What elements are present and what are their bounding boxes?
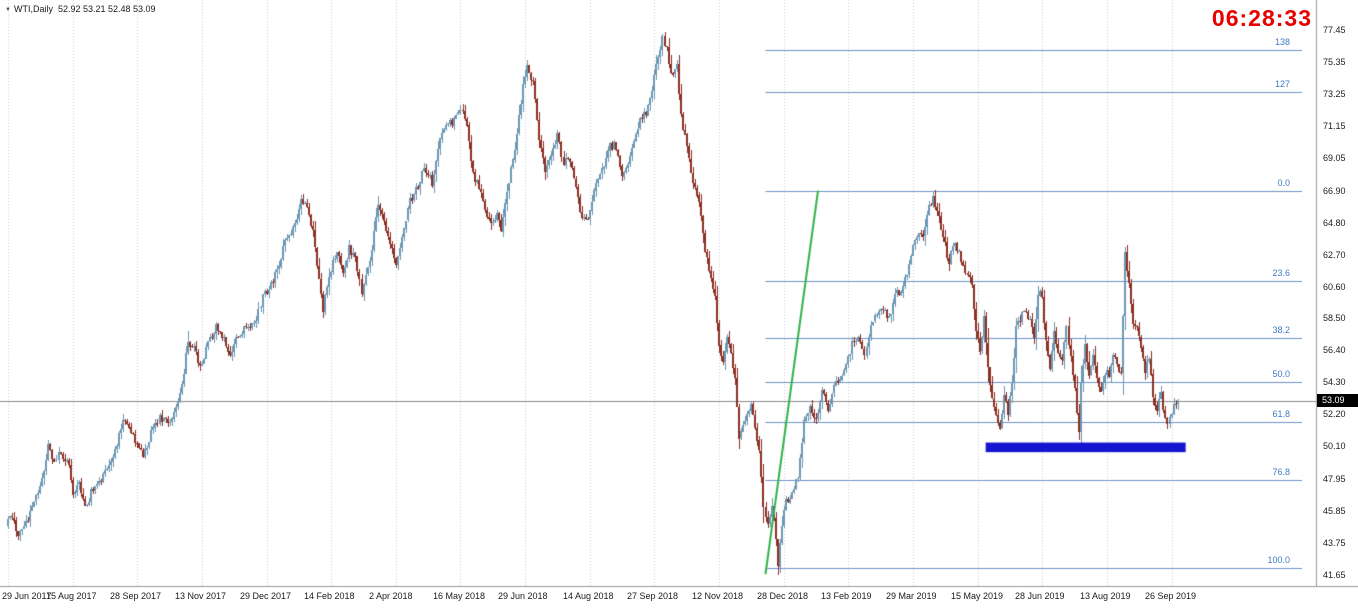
time-axis-label: 15 Aug 2017	[46, 591, 97, 601]
current-price-badge: 53.09	[1317, 393, 1358, 407]
time-axis-label: 29 Jun 2018	[498, 591, 548, 601]
ohlc-readout: 52.92 53.21 52.48 53.09	[57, 4, 156, 14]
symbol-dropdown-icon[interactable]: ▼	[5, 7, 11, 13]
time-axis-label: 28 Dec 2018	[757, 591, 809, 601]
price-axis-label: 52.20	[1323, 409, 1346, 420]
symbol-info: ▼ WTI,Daily 52.92 53.21 52.48 53.09	[5, 4, 156, 14]
time-axis-label: 13 Nov 2017	[175, 591, 227, 601]
price-axis-label: 69.05	[1323, 152, 1346, 163]
price-axis-label: 60.60	[1323, 281, 1346, 292]
price-axis-label: 54.30	[1323, 377, 1346, 388]
time-axis-label: 2 Apr 2018	[369, 591, 413, 601]
market-clock: 06:28:33	[1211, 5, 1312, 31]
price-axis-label: 66.90	[1323, 185, 1346, 196]
price-axis-label: 47.95	[1323, 474, 1346, 485]
time-axis-label: 29 Jun 2017	[2, 591, 52, 601]
time-axis-label: 28 Sep 2017	[110, 591, 162, 601]
time-axis[interactable]: 29 Jun 2017 15 Aug 2017 28 Sep 2017 13 Nov …	[0, 591, 1358, 607]
price-axis-label: 58.50	[1323, 313, 1346, 324]
price-axis-label: 75.35	[1323, 56, 1346, 67]
time-axis-label: 29 Dec 2017	[240, 591, 292, 601]
time-axis-label: 12 Nov 2018	[692, 591, 744, 601]
time-axis-label: 13 Feb 2019	[821, 591, 872, 601]
price-axis-label: 41.65	[1323, 570, 1346, 580]
price-axis-label: 71.15	[1323, 120, 1346, 131]
price-axis[interactable]: 77.45 75.35 73.25 71.15 69.05 66.90 64.80 62.70…	[1321, 0, 1358, 586]
price-axis-label: 50.10	[1323, 441, 1346, 452]
time-axis-label: 14 Feb 2018	[304, 591, 355, 601]
time-axis-label: 28 Jun 2019	[1015, 591, 1065, 601]
symbol-timeframe-label: WTI,Daily	[13, 4, 53, 14]
price-axis-label: 77.45	[1323, 25, 1346, 35]
time-axis-label: 27 Sep 2018	[627, 591, 679, 601]
price-axis-label: 73.25	[1323, 88, 1346, 99]
time-axis-label: 14 Aug 2018	[563, 591, 614, 601]
price-axis-label: 45.85	[1323, 506, 1346, 517]
time-axis-label: 29 Mar 2019	[886, 591, 937, 601]
time-axis-label: 26 Sep 2019	[1145, 591, 1197, 601]
time-axis-label: 13 Aug 2019	[1080, 591, 1131, 601]
time-axis-label: 16 May 2018	[433, 591, 486, 601]
price-axis-label: 62.70	[1323, 249, 1346, 260]
time-axis-label: 15 May 2019	[951, 591, 1004, 601]
price-axis-label: 56.40	[1323, 345, 1346, 356]
price-axis-label: 43.75	[1323, 538, 1346, 549]
price-axis-label: 64.80	[1323, 217, 1346, 228]
